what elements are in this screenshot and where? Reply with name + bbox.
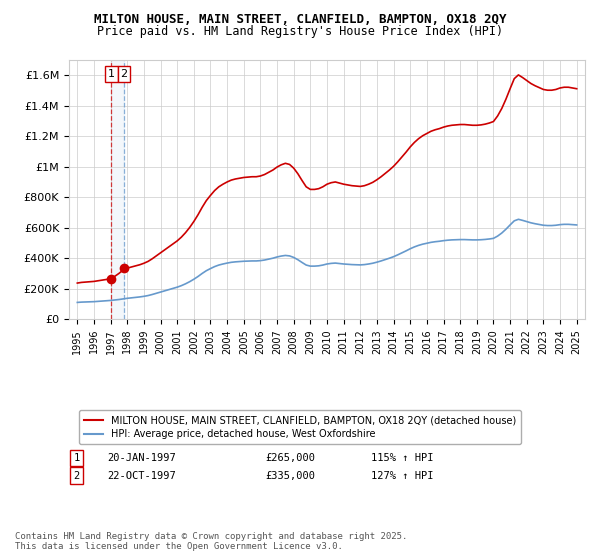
Text: £265,000: £265,000 (265, 453, 315, 463)
Text: 115% ↑ HPI: 115% ↑ HPI (371, 453, 433, 463)
Text: Price paid vs. HM Land Registry's House Price Index (HPI): Price paid vs. HM Land Registry's House … (97, 25, 503, 38)
Text: 127% ↑ HPI: 127% ↑ HPI (371, 470, 433, 480)
Text: MILTON HOUSE, MAIN STREET, CLANFIELD, BAMPTON, OX18 2QY: MILTON HOUSE, MAIN STREET, CLANFIELD, BA… (94, 13, 506, 26)
Text: 1: 1 (74, 453, 80, 463)
Text: 2: 2 (121, 69, 128, 79)
Legend: MILTON HOUSE, MAIN STREET, CLANFIELD, BAMPTON, OX18 2QY (detached house), HPI: A: MILTON HOUSE, MAIN STREET, CLANFIELD, BA… (79, 410, 521, 444)
Text: 20-JAN-1997: 20-JAN-1997 (108, 453, 176, 463)
Bar (112, 60, 124, 319)
Text: 2: 2 (74, 470, 80, 480)
Text: £335,000: £335,000 (265, 470, 315, 480)
Text: 1: 1 (108, 69, 115, 79)
Text: Contains HM Land Registry data © Crown copyright and database right 2025.
This d: Contains HM Land Registry data © Crown c… (15, 531, 407, 551)
Text: 22-OCT-1997: 22-OCT-1997 (108, 470, 176, 480)
